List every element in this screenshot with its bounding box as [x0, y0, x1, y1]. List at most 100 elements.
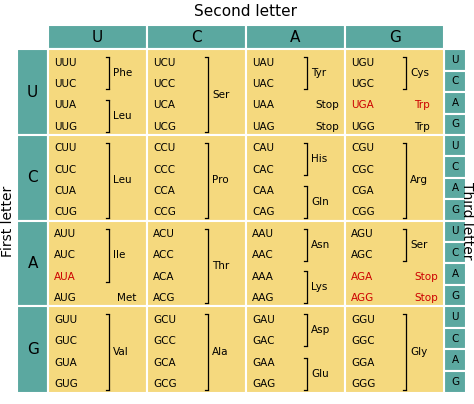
Bar	[147, 49, 246, 135]
Text: Thr: Thr	[212, 261, 229, 271]
Text: CUG: CUG	[54, 207, 77, 217]
Text: CGC: CGC	[351, 164, 374, 175]
Bar	[444, 71, 466, 92]
Text: U: U	[451, 312, 459, 322]
Text: Val: Val	[113, 347, 129, 357]
Text: GCC: GCC	[153, 336, 176, 346]
Text: UCU: UCU	[153, 57, 175, 67]
Text: Stop: Stop	[315, 122, 339, 132]
Bar	[147, 135, 246, 221]
Bar	[147, 221, 246, 306]
Text: C: C	[191, 29, 202, 45]
Text: Ser: Ser	[212, 90, 229, 100]
Text: U: U	[92, 29, 103, 45]
Bar	[147, 25, 246, 49]
Text: ACU: ACU	[153, 229, 175, 239]
Text: UGU: UGU	[351, 57, 374, 67]
Text: GCA: GCA	[153, 358, 176, 368]
Text: AAU: AAU	[252, 229, 274, 239]
Bar	[246, 25, 345, 49]
Bar	[48, 306, 147, 393]
Text: G: G	[451, 290, 459, 301]
Text: C: C	[27, 170, 38, 185]
Bar	[246, 135, 345, 221]
Text: Gln: Gln	[311, 197, 329, 207]
Bar	[444, 306, 466, 328]
Text: ACC: ACC	[153, 250, 175, 260]
Bar	[48, 25, 147, 49]
Text: GGA: GGA	[351, 358, 374, 368]
Text: GUA: GUA	[54, 358, 77, 368]
Text: A: A	[452, 355, 459, 365]
Text: G: G	[389, 29, 401, 45]
Text: UGC: UGC	[351, 79, 374, 89]
Bar	[444, 49, 466, 71]
Text: C: C	[452, 162, 459, 172]
Bar	[444, 221, 466, 242]
Text: CCU: CCU	[153, 143, 175, 153]
Text: Met: Met	[118, 293, 137, 303]
Text: Stop: Stop	[414, 271, 438, 282]
Text: A: A	[452, 183, 459, 194]
Bar	[17, 135, 48, 221]
Text: GUG: GUG	[54, 379, 78, 389]
Text: UAU: UAU	[252, 57, 274, 67]
Text: GUU: GUU	[54, 315, 77, 325]
Text: GGG: GGG	[351, 379, 375, 389]
Text: UAC: UAC	[252, 79, 274, 89]
Text: Gly: Gly	[410, 347, 428, 357]
Text: UCG: UCG	[153, 122, 176, 132]
Text: AGU: AGU	[351, 229, 374, 239]
Text: Asn: Asn	[311, 240, 330, 250]
Text: Cys: Cys	[410, 68, 429, 78]
Text: G: G	[451, 205, 459, 215]
Text: CAU: CAU	[252, 143, 274, 153]
Text: A: A	[27, 256, 38, 271]
Text: Arg: Arg	[410, 175, 428, 185]
Text: GCG: GCG	[153, 379, 177, 389]
Text: Leu: Leu	[113, 175, 132, 185]
Text: Pro: Pro	[212, 175, 229, 185]
Text: GGU: GGU	[351, 315, 375, 325]
Text: GUC: GUC	[54, 336, 77, 346]
Text: CCG: CCG	[153, 207, 176, 217]
Bar	[444, 178, 466, 199]
Text: CAA: CAA	[252, 186, 274, 196]
Text: His: His	[311, 154, 327, 164]
Bar	[147, 306, 246, 393]
Text: Second letter: Second letter	[194, 4, 297, 19]
Text: UGG: UGG	[351, 122, 375, 132]
Text: UUG: UUG	[54, 122, 77, 132]
Bar	[48, 49, 147, 135]
Text: G: G	[27, 342, 38, 357]
Bar	[17, 221, 48, 306]
Text: A: A	[452, 269, 459, 279]
Text: Leu: Leu	[113, 111, 132, 121]
Text: ACA: ACA	[153, 271, 174, 282]
Text: UUU: UUU	[54, 57, 77, 67]
Bar	[345, 25, 444, 49]
Text: C: C	[452, 76, 459, 86]
Text: CCC: CCC	[153, 164, 175, 175]
Bar	[246, 306, 345, 393]
Text: UUC: UUC	[54, 79, 77, 89]
Text: GAG: GAG	[252, 379, 275, 389]
Bar	[246, 221, 345, 306]
Bar	[444, 199, 466, 221]
Text: GAC: GAC	[252, 336, 274, 346]
Bar	[345, 49, 444, 135]
Bar	[17, 49, 48, 135]
Text: GAA: GAA	[252, 358, 274, 368]
Bar	[444, 263, 466, 285]
Bar	[48, 135, 147, 221]
Text: UCC: UCC	[153, 79, 175, 89]
Text: Stop: Stop	[315, 100, 339, 110]
Text: CGG: CGG	[351, 207, 374, 217]
Text: AGA: AGA	[351, 271, 373, 282]
Text: AAG: AAG	[252, 293, 274, 303]
Text: UUA: UUA	[54, 100, 76, 110]
Text: AAA: AAA	[252, 271, 274, 282]
Text: AUA: AUA	[54, 271, 76, 282]
Bar	[17, 306, 48, 393]
Text: Stop: Stop	[414, 293, 438, 303]
